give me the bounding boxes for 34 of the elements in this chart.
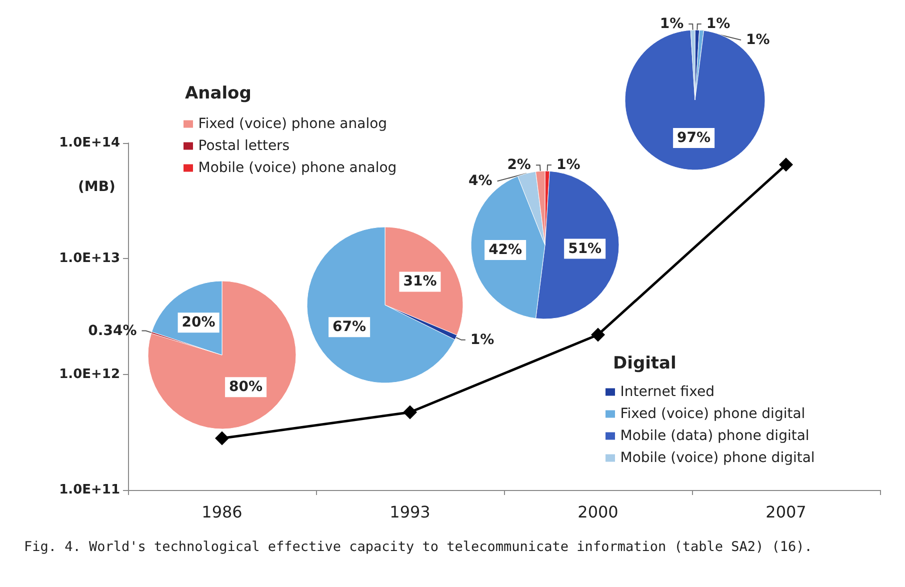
legend-label: Mobile (data) phone digital	[620, 428, 810, 444]
y-tick-label: 1.0E+13	[59, 251, 120, 266]
legend-label: Fixed (voice) phone digital	[620, 406, 806, 422]
data-label: 20%	[182, 314, 216, 331]
data-label: 97%	[677, 130, 711, 146]
caption: Fig. 4. World's technological effective capacity to telecommunicate information (table SA2) (16).	[24, 539, 812, 555]
x-tick-label: 2000	[578, 502, 618, 522]
data-label: 67%	[332, 319, 366, 336]
legend-label: Internet fixed	[620, 384, 714, 400]
x-tick-label: 1993	[390, 502, 430, 522]
x-tick-label: 1986	[202, 502, 242, 522]
data-label: 31%	[403, 274, 437, 290]
data-label: 4%	[468, 173, 492, 190]
data-label: 1%	[470, 332, 494, 348]
legend-title: Digital	[613, 354, 676, 374]
data-label: 1%	[746, 32, 770, 48]
data-label: 1%	[706, 16, 730, 32]
y-tick-label: 1.0E+14	[59, 136, 120, 150]
data-label: 51%	[568, 240, 602, 257]
y-tick-label: 1.0E+12	[59, 366, 120, 382]
legend-label: Fixed (voice) phone analog	[198, 116, 388, 132]
legend-label: Postal letters	[198, 138, 290, 154]
data-label: 80%	[229, 379, 263, 396]
y-tick-label: 1.0E+11	[59, 482, 120, 498]
y-axis-title: (MB)	[78, 179, 116, 195]
data-label: 1%	[556, 157, 580, 174]
legend-title: Analog	[185, 84, 252, 104]
legend-label: Mobile (voice) phone analog	[198, 160, 397, 176]
data-label: 1%	[660, 16, 684, 32]
legend-label: Mobile (voice) phone digital	[620, 450, 815, 466]
data-label: 2%	[507, 157, 531, 174]
data-label: 42%	[488, 242, 522, 258]
x-tick-label: 2007	[766, 502, 806, 522]
data-label: 0.34%	[88, 322, 137, 339]
